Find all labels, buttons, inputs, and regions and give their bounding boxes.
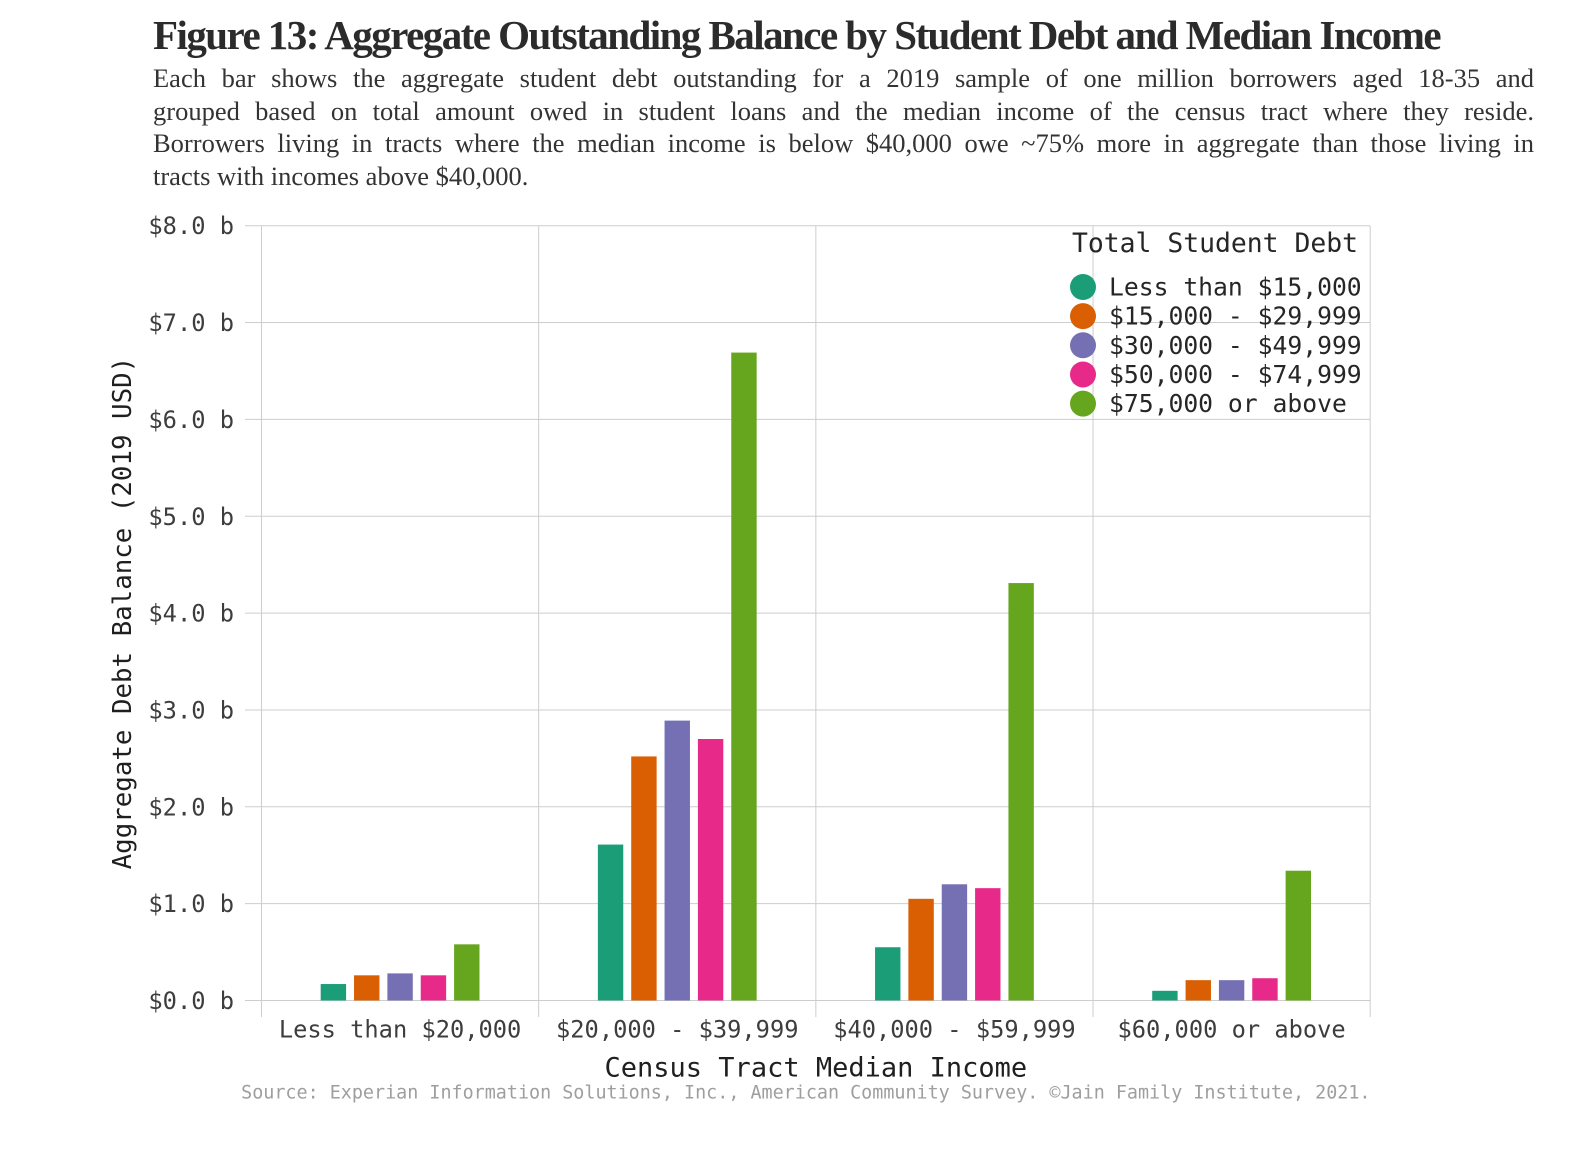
legend-label: Less than $15,000	[1109, 273, 1362, 302]
legend-label: $15,000 - $29,999	[1109, 302, 1362, 331]
bar	[1285, 870, 1312, 1001]
legend-items: Less than $15,000$15,000 - $29,999$30,00…	[1070, 273, 1362, 418]
y-tick-label: $7.0 b	[148, 309, 234, 337]
bar	[1008, 583, 1034, 1001]
bar	[731, 352, 757, 1001]
bar	[454, 944, 480, 1001]
x-tick-label: $60,000 or above	[1118, 1016, 1346, 1044]
bar	[941, 884, 968, 1001]
legend-swatch	[1070, 332, 1096, 359]
x-axis-title: Census Tract Median Income	[605, 1053, 1028, 1084]
source-note: Source: Experian Information Solutions, …	[241, 1083, 1370, 1104]
bar	[664, 720, 690, 1001]
bar	[875, 947, 901, 1001]
x-tick-label: $20,000 - $39,999	[556, 1016, 798, 1044]
legend-swatch	[1070, 303, 1096, 330]
bar	[1152, 990, 1178, 1001]
bars	[320, 352, 1312, 1001]
bar	[354, 975, 380, 1001]
gridlines	[245, 225, 1371, 1017]
bar	[387, 973, 413, 1001]
bar	[1185, 980, 1211, 1001]
legend-swatch	[1070, 390, 1096, 417]
x-axis-tick-labels: Less than $20,000 $20,000 - $39,999 $40,00…	[279, 1016, 1346, 1044]
subtitle-line-3: Borrowers living in tracts where the med…	[153, 128, 1534, 159]
legend-label: $50,000 - $74,999	[1109, 360, 1362, 389]
chart-title: Figure 13: Aggregate Outstanding Balance…	[153, 12, 1442, 58]
subtitle-line-1: Each bar shows the aggregate student deb…	[153, 63, 1534, 93]
y-tick-label: $6.0 b	[148, 406, 234, 434]
chart-subtitle: Each bar shows the aggregate student deb…	[153, 62, 1534, 192]
bar	[697, 739, 724, 1001]
y-axis-tick-labels: $0.0 b $1.0 b $2.0 b $3.0 b $4.0 b $5.0 b $6.0…	[148, 212, 234, 1015]
legend-swatch	[1070, 361, 1096, 388]
bar	[597, 844, 624, 1001]
y-tick-label: $1.0 b	[148, 890, 234, 918]
bar	[631, 756, 657, 1001]
subtitle-line-4: tracts with incomes above $40,000.	[153, 160, 529, 191]
legend-swatch	[1070, 274, 1096, 300]
bar	[1252, 978, 1278, 1001]
x-tick-label: Less than $20,000	[279, 1016, 521, 1044]
y-tick-label: $5.0 b	[148, 503, 234, 531]
legend: Total Student Debt Less than $15,000$15,…	[1070, 228, 1362, 418]
legend-title: Total Student Debt	[1072, 228, 1358, 259]
bar	[1218, 980, 1245, 1001]
bar	[908, 898, 934, 1001]
y-tick-label: $3.0 b	[148, 696, 234, 724]
legend-label: $75,000 or above	[1109, 389, 1347, 418]
y-tick-label: $2.0 b	[148, 793, 234, 821]
bar	[975, 888, 1001, 1001]
x-tick-label: $40,000 - $59,999	[833, 1016, 1075, 1044]
legend-label: $30,000 - $49,999	[1109, 331, 1362, 360]
bar	[320, 984, 347, 1001]
subtitle-line-2: grouped based on total amount owed in st…	[153, 95, 1534, 126]
y-tick-label: $4.0 b	[148, 600, 234, 628]
y-axis-title: Aggregate Debt Balance (2019 USD)	[108, 357, 138, 870]
y-tick-label: $0.0 b	[148, 987, 234, 1015]
bar	[420, 975, 447, 1001]
y-tick-label: $8.0 b	[148, 212, 234, 240]
